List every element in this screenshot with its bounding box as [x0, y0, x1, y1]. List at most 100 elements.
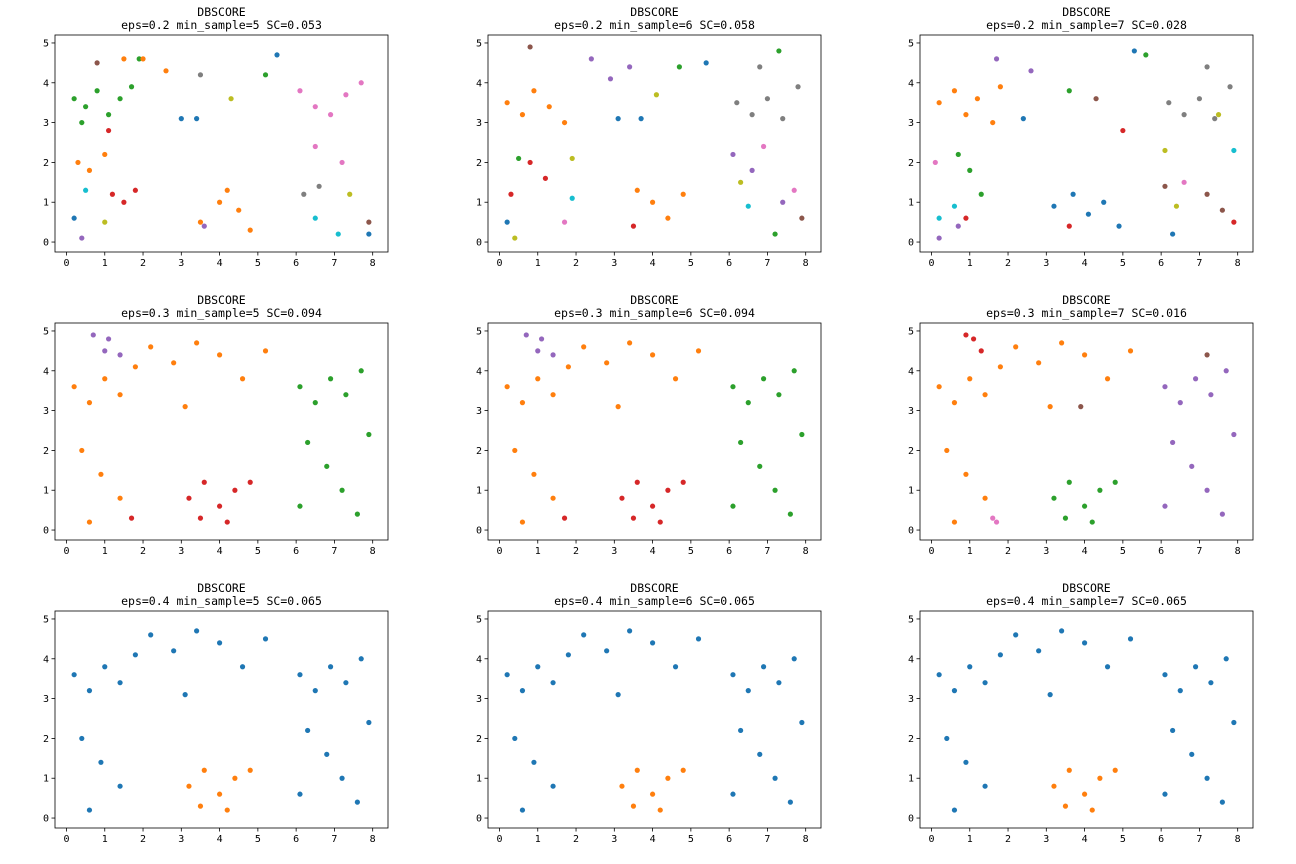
- scatter-points: [71, 332, 372, 525]
- plot-title: DBSCORE: [630, 581, 679, 595]
- plot-title: DBSCORE: [197, 5, 246, 19]
- scatter-point: [1078, 404, 1084, 410]
- scatter-point: [588, 56, 594, 62]
- x-tick-label: 3: [1043, 546, 1049, 557]
- scatter-point: [1104, 376, 1111, 382]
- scatter-point: [1212, 116, 1218, 122]
- scatter-point: [1013, 344, 1019, 350]
- scatter-point: [730, 151, 736, 158]
- scatter-point: [627, 64, 633, 70]
- scatter-point: [982, 392, 988, 398]
- x-tick-label: 6: [1158, 834, 1164, 845]
- scatter-point: [347, 191, 353, 197]
- scatter-point: [1162, 672, 1168, 678]
- scatter-point: [791, 656, 797, 662]
- scatter-point: [1051, 783, 1057, 789]
- y-tick-label: 5: [476, 326, 482, 337]
- scatter-point: [297, 791, 303, 797]
- y-tick-label: 4: [908, 654, 914, 665]
- scatter-point: [951, 807, 958, 813]
- y-tick-label: 0: [476, 526, 482, 537]
- y-tick-label: 0: [908, 526, 914, 537]
- scatter-point: [1181, 112, 1187, 118]
- scatter-point: [1036, 648, 1042, 654]
- x-tick-label: 0: [928, 834, 934, 845]
- scatter-point: [569, 155, 575, 162]
- scatter-point: [508, 191, 514, 197]
- scatter-point: [71, 672, 77, 678]
- scatter-point: [305, 727, 311, 734]
- x-tick-label: 4: [1082, 546, 1088, 557]
- y-tick-label: 5: [908, 38, 914, 49]
- scatter-point: [1120, 127, 1126, 134]
- scatter-point: [117, 783, 123, 789]
- x-tick-label: 2: [140, 546, 146, 557]
- y-tick-label: 3: [908, 118, 914, 129]
- scatter-point: [324, 751, 330, 757]
- scatter-point: [247, 227, 253, 233]
- scatter-point: [970, 336, 977, 342]
- scatter-point: [105, 112, 112, 118]
- scatter-point: [982, 680, 988, 686]
- scatter-point: [236, 207, 242, 213]
- scatter-point: [327, 664, 334, 670]
- scatter-point: [1204, 487, 1210, 493]
- scatter-point: [305, 439, 311, 446]
- scatter-point: [117, 680, 123, 686]
- y-tick-label: 1: [908, 774, 914, 785]
- scatter-point: [232, 775, 238, 781]
- x-tick-label: 8: [1235, 546, 1241, 557]
- scatter-point: [951, 88, 958, 94]
- y-tick-label: 1: [43, 486, 49, 497]
- scatter-point: [182, 404, 188, 410]
- x-tick-label: 6: [1158, 546, 1164, 557]
- scatter-point: [527, 159, 533, 166]
- scatter-point: [1223, 656, 1229, 662]
- scatter-points: [504, 332, 805, 525]
- scatter-point: [780, 199, 786, 205]
- scatter-point: [339, 159, 345, 166]
- scatter-point: [1028, 68, 1034, 74]
- y-tick-label: 3: [43, 406, 49, 417]
- y-tick-label: 4: [43, 366, 49, 377]
- scatter-point: [140, 56, 146, 62]
- scatter-point: [630, 223, 637, 229]
- scatter-point: [730, 791, 736, 797]
- scatter-point: [974, 96, 981, 102]
- scatter-point: [216, 199, 223, 205]
- scatter-point: [312, 215, 318, 221]
- scatter-point: [936, 215, 942, 221]
- scatter-point: [561, 219, 568, 225]
- scatter-point: [1215, 112, 1222, 118]
- y-tick-label: 2: [43, 446, 49, 457]
- x-tick-label: 0: [928, 546, 934, 557]
- y-tick-label: 0: [476, 814, 482, 825]
- scatter-point: [216, 352, 223, 358]
- x-tick-label: 0: [63, 546, 69, 557]
- scatter-point: [695, 636, 702, 642]
- scatter-point: [1162, 183, 1168, 189]
- scatter-point: [297, 503, 303, 509]
- x-tick-label: 4: [650, 834, 656, 845]
- scatter-point: [615, 404, 621, 410]
- y-tick-label: 1: [43, 774, 49, 785]
- scatter-point: [951, 203, 958, 209]
- scatter-point: [936, 100, 942, 106]
- scatter-point: [542, 175, 549, 181]
- y-tick-label: 5: [908, 326, 914, 337]
- scatter-point: [197, 72, 204, 78]
- scatter-point: [1116, 223, 1122, 229]
- y-tick-label: 2: [43, 734, 49, 745]
- scatter-point: [703, 60, 709, 66]
- scatter-point: [630, 803, 637, 809]
- scatter-point: [951, 400, 958, 406]
- scatter-point: [997, 652, 1003, 658]
- scatter-point: [695, 348, 702, 354]
- x-tick-label: 3: [178, 258, 184, 269]
- scatter-point: [565, 652, 571, 658]
- scatter-point: [105, 127, 112, 134]
- scatter-point: [1059, 340, 1065, 346]
